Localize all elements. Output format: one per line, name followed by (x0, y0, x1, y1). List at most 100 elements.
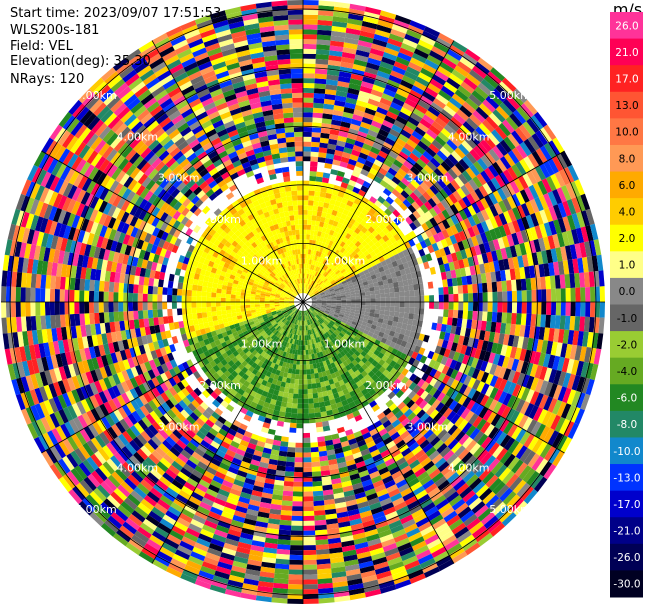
velocity-gate (554, 315, 561, 329)
velocity-gate (370, 298, 376, 302)
velocity-gate (331, 259, 337, 265)
velocity-gate (402, 262, 410, 269)
velocity-gate (380, 211, 389, 220)
velocity-gate (316, 387, 323, 393)
velocity-gate (429, 368, 438, 378)
velocity-gate (313, 265, 317, 271)
velocity-gate (321, 284, 327, 289)
velocity-gate (323, 265, 329, 271)
velocity-gate (441, 339, 449, 349)
velocity-gate (476, 173, 487, 186)
velocity-gate (389, 236, 397, 244)
velocity-gate (460, 249, 468, 260)
velocity-gate (560, 343, 568, 358)
velocity-gate (436, 150, 448, 161)
velocity-gate (385, 83, 398, 93)
velocity-gate (325, 158, 334, 165)
velocity-gate (342, 177, 350, 185)
velocity-gate (364, 236, 372, 244)
velocity-gate (297, 408, 303, 414)
velocity-gate (303, 447, 311, 453)
velocity-gate (385, 239, 393, 247)
velocity-gate (328, 138, 338, 146)
velocity-gate (303, 151, 311, 157)
velocity-gate (571, 228, 580, 245)
velocity-gate (370, 305, 376, 310)
velocity-gate (375, 154, 386, 164)
velocity-gate (325, 267, 331, 273)
velocity-gate (419, 181, 430, 192)
velocity-gate (459, 105, 473, 118)
velocity-gate (363, 284, 370, 289)
velocity-gate (304, 273, 306, 279)
velocity-gate (523, 433, 535, 448)
velocity-gate (333, 260, 339, 267)
velocity-gate (403, 312, 410, 319)
velocity-gate (303, 229, 307, 235)
velocity-gate (555, 302, 562, 316)
velocity-gate (351, 278, 357, 283)
velocity-gate (417, 122, 429, 133)
velocity-gate (449, 135, 462, 148)
velocity-gate (502, 235, 510, 248)
velocity-gate (422, 150, 434, 161)
velocity-gate (313, 495, 324, 502)
velocity-gate (438, 89, 452, 102)
velocity-gate (450, 342, 458, 352)
velocity-gate (450, 116, 463, 129)
velocity-gate (502, 302, 508, 313)
velocity-gate (396, 357, 404, 366)
velocity-gate (382, 227, 390, 235)
velocity-gate (476, 339, 484, 350)
velocity-gate (382, 319, 389, 325)
velocity-gate (332, 16, 348, 23)
velocity-gate (392, 97, 405, 107)
velocity-gate (393, 362, 401, 371)
velocity-gate (340, 121, 351, 129)
velocity-gate (325, 79, 338, 86)
velocity-gate (468, 133, 481, 146)
velocity-gate (425, 220, 434, 230)
velocity-gate (344, 142, 355, 150)
velocity-gate (554, 171, 566, 188)
velocity-gate (565, 288, 571, 302)
velocity-gate (456, 276, 463, 286)
velocity-gate (319, 221, 325, 228)
velocity-gate (557, 356, 565, 372)
velocity-gate (350, 307, 356, 311)
velocity-gate (583, 272, 590, 288)
velocity-gate (355, 299, 361, 302)
velocity-gate (565, 245, 573, 261)
velocity-gate (333, 154, 342, 162)
velocity-gate (502, 356, 510, 369)
velocity-gate (322, 113, 333, 120)
velocity-gate (341, 302, 347, 305)
velocity-gate (366, 103, 378, 112)
velocity-gate (446, 139, 458, 151)
velocity-gate (488, 261, 496, 273)
velocity-gate (365, 302, 371, 306)
velocity-gate (284, 471, 295, 477)
velocity-gate (341, 56, 355, 64)
velocity-gate (367, 129, 379, 138)
velocity-gate (495, 343, 503, 355)
velocity-gate (562, 200, 572, 217)
velocity-gate (345, 277, 352, 283)
velocity-gate (443, 81, 458, 94)
velocity-gate (334, 1, 351, 9)
velocity-gate (382, 188, 392, 197)
velocity-gate (390, 70, 404, 80)
velocity-gate (385, 171, 395, 181)
velocity-gate (287, 598, 303, 604)
velocity-gate (543, 327, 550, 341)
velocity-gate (394, 172, 404, 182)
velocity-gate (325, 318, 331, 324)
velocity-gate (555, 288, 562, 302)
velocity-gate (311, 305, 316, 309)
velocity-gate (303, 107, 314, 113)
velocity-gate (338, 266, 345, 272)
velocity-gate (523, 450, 536, 466)
velocity-gate (522, 337, 529, 350)
velocity-gate (352, 318, 359, 323)
velocity-gate (534, 225, 543, 239)
